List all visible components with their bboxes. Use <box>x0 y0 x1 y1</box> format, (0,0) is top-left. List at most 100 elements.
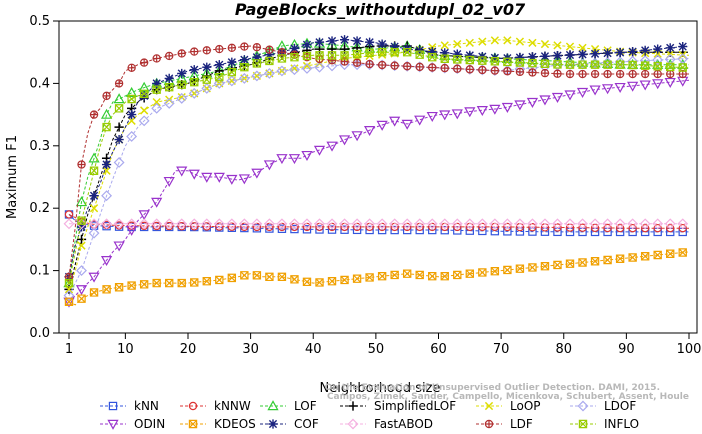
data-point <box>440 54 449 63</box>
legend-label: kNN <box>134 399 159 413</box>
data-point <box>577 49 588 59</box>
data-point <box>652 54 664 66</box>
data-point <box>440 63 449 73</box>
data-point <box>276 65 288 77</box>
data-point <box>102 122 111 132</box>
data-point <box>201 172 213 183</box>
data-point <box>639 218 651 230</box>
data-point <box>666 223 675 233</box>
data-point <box>126 130 138 142</box>
series-line <box>68 51 690 284</box>
data-point <box>100 256 113 267</box>
data-point <box>678 223 687 233</box>
data-point <box>552 218 563 230</box>
data-point <box>590 49 600 59</box>
data-point <box>140 106 149 115</box>
data-point <box>138 81 150 92</box>
data-point <box>603 223 612 233</box>
data-point <box>489 218 501 230</box>
data-point <box>501 218 513 230</box>
data-point <box>428 63 437 72</box>
data-point <box>627 81 639 92</box>
data-point <box>75 196 88 207</box>
x-tick-label: 40 <box>305 342 322 357</box>
data-point <box>139 221 149 231</box>
data-point <box>89 288 99 297</box>
data-point <box>151 218 163 230</box>
data-point <box>653 250 662 260</box>
chart-title: PageBlocks_withoutdupl_02_v07 <box>235 0 526 19</box>
data-point <box>478 65 487 75</box>
data-point <box>152 78 162 88</box>
data-point <box>576 87 589 98</box>
data-point <box>389 116 401 127</box>
data-point <box>114 134 124 145</box>
data-point <box>165 51 174 61</box>
data-point <box>201 82 213 94</box>
data-point <box>528 223 537 232</box>
y-tick-label: 0.1 <box>29 264 50 279</box>
x-tick-label: 20 <box>180 342 197 357</box>
data-point <box>527 52 538 62</box>
data-point <box>327 277 337 286</box>
data-point <box>89 204 99 213</box>
data-point <box>152 97 161 107</box>
data-point <box>564 218 576 230</box>
data-point <box>453 39 462 49</box>
data-point <box>440 272 449 281</box>
data-point <box>127 63 136 72</box>
data-point <box>415 62 424 72</box>
data-point <box>63 290 75 302</box>
data-point <box>339 35 350 45</box>
data-point <box>164 73 174 84</box>
y-tick-label: 0.0 <box>29 326 50 341</box>
data-point <box>76 265 87 277</box>
data-point <box>628 223 637 233</box>
data-point <box>227 67 237 77</box>
data-point <box>490 36 499 45</box>
data-point <box>414 218 426 230</box>
y-tick-label: 0.3 <box>29 139 50 154</box>
data-point <box>138 218 150 230</box>
data-point <box>564 90 576 101</box>
data-point <box>578 69 587 79</box>
data-point <box>589 85 601 96</box>
data-point <box>553 223 562 232</box>
data-point <box>251 218 263 230</box>
data-point <box>139 58 149 67</box>
data-point <box>76 234 87 244</box>
data-point <box>290 52 299 62</box>
data-point <box>365 225 374 235</box>
x-tick-label: 90 <box>618 342 635 357</box>
data-point <box>177 92 186 102</box>
series-fastabod <box>63 218 689 230</box>
data-point <box>639 80 651 91</box>
data-point <box>252 43 262 52</box>
data-point <box>553 260 562 270</box>
data-point <box>653 44 663 54</box>
data-point <box>602 218 614 230</box>
data-point <box>665 43 675 53</box>
data-point <box>226 174 238 185</box>
data-point <box>302 40 312 50</box>
data-point <box>478 56 487 65</box>
data-point <box>490 267 500 276</box>
data-point <box>678 41 688 52</box>
data-point <box>440 48 450 58</box>
series-line <box>68 79 690 303</box>
data-point <box>365 48 374 58</box>
data-point <box>288 154 301 165</box>
data-point <box>453 270 462 280</box>
data-point <box>100 108 113 119</box>
data-point <box>578 258 587 267</box>
data-point <box>628 253 637 262</box>
data-point <box>88 218 100 230</box>
data-point <box>528 263 537 272</box>
x-tick-label: 100 <box>677 342 702 357</box>
data-point <box>240 42 249 51</box>
data-point <box>365 37 375 47</box>
data-point <box>315 225 324 234</box>
data-point <box>578 223 587 232</box>
data-point <box>415 270 424 280</box>
data-point <box>263 160 276 171</box>
